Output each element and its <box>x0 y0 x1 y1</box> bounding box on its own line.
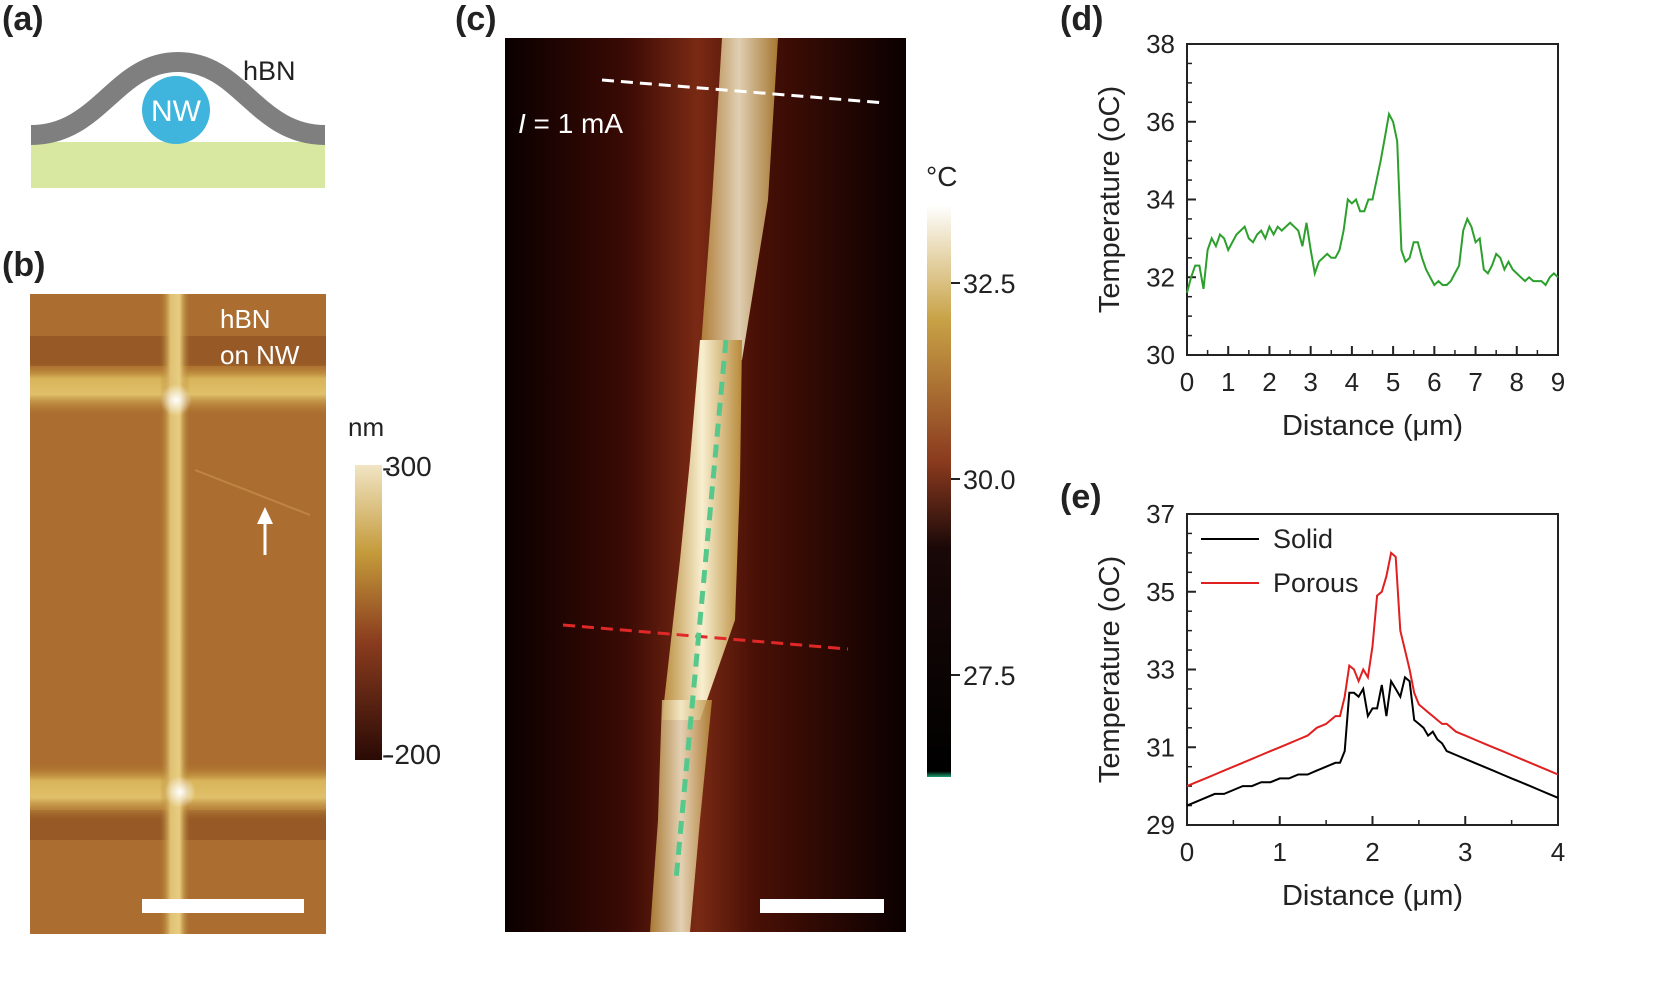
thermal-wire-lower <box>650 700 712 932</box>
x-tick-label: 3 <box>1458 837 1472 867</box>
x-tick-label: 8 <box>1510 367 1524 397</box>
afm-colorbar-min: -200 <box>385 739 441 770</box>
thermal-colorbar-unit: °C <box>926 161 957 192</box>
substrate <box>31 142 325 188</box>
afm-crossing-spot-bottom <box>164 776 196 808</box>
legend-entry: Porous <box>1273 568 1359 598</box>
x-tick-label: 4 <box>1345 367 1359 397</box>
thermal-current-label: I = 1 mA <box>518 108 623 139</box>
panel-label-a: (a) <box>2 0 44 38</box>
x-tick-label: 4 <box>1551 837 1565 867</box>
x-tick-label: 0 <box>1180 367 1194 397</box>
y-tick-label: 33 <box>1146 655 1175 685</box>
thermal-red-cut-line <box>562 623 849 651</box>
y-tick-label: 38 <box>1146 30 1175 59</box>
x-tick-label: 7 <box>1468 367 1482 397</box>
y-tick-label: 31 <box>1146 732 1175 762</box>
series-line-solid <box>1186 675 1559 807</box>
x-tick-label: 0 <box>1180 837 1194 867</box>
afm-arrow-head <box>257 507 273 524</box>
svg-text:-: - <box>382 452 391 483</box>
afm-colorbar <box>355 465 382 760</box>
y-tick-label: 35 <box>1146 577 1175 607</box>
thermal-green-axis-line <box>673 339 729 881</box>
svg-text:-: - <box>382 739 391 770</box>
series-line <box>1186 110 1559 294</box>
y-axis-label: Temperature (oC) <box>1094 86 1126 313</box>
thermal-white-cut-line <box>601 78 886 105</box>
afm-image: hBN on NW nm 300 -200 - - <box>30 294 441 934</box>
thermal-colorbar-tick: 32.5 <box>963 269 1016 299</box>
y-tick-label: 29 <box>1146 810 1175 840</box>
panel-label-b: (b) <box>2 246 46 284</box>
thermal-image: I = 1 mA °C 32.5 30.0 27.5 <box>505 38 1016 932</box>
y-tick-label: 36 <box>1146 107 1175 137</box>
schematic-nanowire: NW hBN <box>30 51 326 188</box>
afm-caption-line2: on NW <box>220 340 300 370</box>
y-tick-label: 37 <box>1146 500 1175 529</box>
x-tick-label: 1 <box>1273 837 1287 867</box>
afm-scale-bar <box>142 899 304 913</box>
x-tick-label: 6 <box>1427 367 1441 397</box>
nanowire-circle <box>142 76 210 144</box>
x-tick-label: 9 <box>1551 367 1565 397</box>
schematic-hbn-label: hBN <box>243 56 296 86</box>
series-line-porous <box>1186 551 1559 788</box>
plot-frame <box>1186 513 1559 826</box>
schematic-wire-label: NW <box>151 95 202 128</box>
panel-label-d: (d) <box>1060 0 1104 38</box>
thermal-colorbar-tick: 27.5 <box>963 661 1016 691</box>
x-tick-label: 3 <box>1303 367 1317 397</box>
thermal-colorbar <box>927 205 951 777</box>
panel-label-c: (c) <box>455 0 497 38</box>
afm-colorbar-max: 300 <box>385 451 432 482</box>
y-tick-label: 34 <box>1146 185 1175 215</box>
afm-crossing-spot-top <box>160 384 192 416</box>
thermal-wire-upper <box>700 38 778 360</box>
legend-entry: Solid <box>1273 524 1333 554</box>
x-tick-label: 5 <box>1386 367 1400 397</box>
thermal-colorbar-tick: 30.0 <box>963 465 1016 495</box>
x-tick-label: 1 <box>1221 367 1235 397</box>
y-tick-label: 30 <box>1146 340 1175 370</box>
afm-caption-line1: hBN <box>220 304 271 334</box>
chart-e: 0 1 2 3 4 29 31 33 35 37 Distance (μm) Temperature … <box>1094 500 1565 912</box>
afm-colorbar-unit: nm <box>348 412 384 442</box>
x-axis-label: Distance (μm) <box>1282 410 1463 442</box>
y-tick-label: 32 <box>1146 262 1175 292</box>
hbn-layer <box>30 51 326 145</box>
panel-label-e: (e) <box>1060 478 1102 516</box>
thermal-wire-middle <box>662 340 742 720</box>
thermal-scale-bar <box>760 899 884 913</box>
afm-faint-feature <box>194 469 311 516</box>
x-tick-label: 2 <box>1365 837 1379 867</box>
x-axis-label: Distance (μm) <box>1282 880 1463 912</box>
x-tick-label: 2 <box>1262 367 1276 397</box>
y-axis-label: Temperature (oC) <box>1094 556 1126 783</box>
